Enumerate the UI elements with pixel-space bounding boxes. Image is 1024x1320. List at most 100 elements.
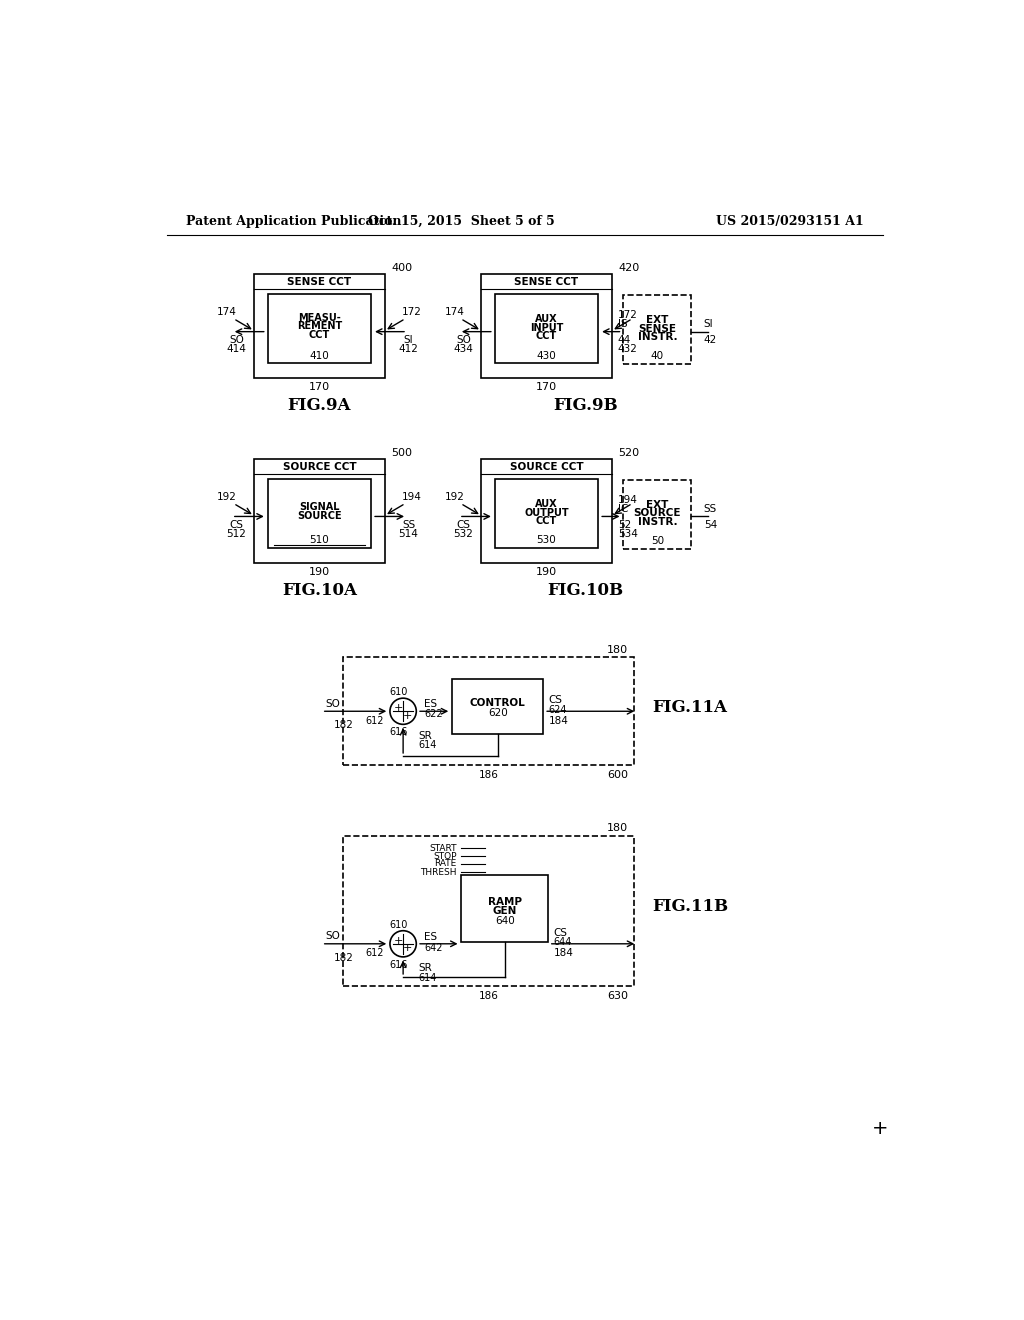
Text: 192: 192	[444, 492, 464, 502]
Text: 614: 614	[419, 741, 437, 750]
Text: 520: 520	[618, 447, 640, 458]
Text: 174: 174	[444, 308, 464, 317]
Text: SO: SO	[456, 335, 471, 345]
Text: SO: SO	[326, 698, 340, 709]
Bar	[267, 294, 372, 363]
Text: +: +	[402, 711, 412, 721]
Text: INSTR.: INSTR.	[638, 333, 677, 342]
Bar	[480, 275, 612, 378]
Text: 54: 54	[703, 520, 717, 529]
Text: 600: 600	[607, 770, 628, 780]
Text: ES: ES	[424, 700, 437, 709]
Text: +: +	[871, 1119, 888, 1138]
Text: 620: 620	[487, 708, 508, 718]
Text: 642: 642	[424, 942, 442, 953]
Text: CCT: CCT	[536, 331, 557, 342]
Bar	[495, 294, 598, 363]
Bar	[343, 836, 634, 986]
Text: 184: 184	[549, 715, 568, 726]
Text: CCT: CCT	[309, 330, 330, 339]
Bar	[254, 459, 385, 562]
Text: 612: 612	[366, 715, 384, 726]
Text: SIGNAL: SIGNAL	[299, 502, 340, 512]
Text: CS: CS	[549, 696, 563, 705]
Text: 414: 414	[226, 345, 247, 354]
Text: 532: 532	[454, 529, 473, 539]
Text: 52: 52	[617, 520, 631, 529]
Text: INPUT: INPUT	[529, 323, 563, 333]
Text: REMENT: REMENT	[297, 321, 342, 331]
Text: AUX: AUX	[536, 499, 558, 510]
Text: 400: 400	[391, 263, 413, 273]
Text: SI: SI	[703, 319, 714, 329]
Text: SOURCE CCT: SOURCE CCT	[283, 462, 356, 473]
Text: SS: SS	[402, 520, 415, 529]
Text: 430: 430	[537, 351, 556, 360]
Text: SENSE CCT: SENSE CCT	[514, 277, 579, 288]
Text: FIG.10B: FIG.10B	[547, 582, 624, 599]
Text: FIG.11A: FIG.11A	[652, 698, 727, 715]
Text: SENSE CCT: SENSE CCT	[288, 277, 351, 288]
Text: 624: 624	[549, 705, 567, 714]
Text: 170: 170	[536, 381, 557, 392]
Text: 512: 512	[226, 529, 247, 539]
Text: +: +	[402, 944, 412, 953]
Text: FIG.9A: FIG.9A	[288, 397, 351, 414]
Text: ES: ES	[424, 932, 437, 942]
Text: 192: 192	[217, 492, 238, 502]
Bar	[480, 459, 612, 562]
Text: SI: SI	[403, 335, 414, 345]
Text: +: +	[394, 704, 403, 713]
Text: +: +	[394, 936, 403, 945]
Text: 612: 612	[366, 948, 384, 958]
Text: 420: 420	[618, 263, 640, 273]
Text: 614: 614	[419, 973, 437, 982]
Text: 510: 510	[309, 536, 330, 545]
Text: MEASU-: MEASU-	[298, 313, 341, 323]
Text: SOURCE: SOURCE	[297, 511, 342, 521]
Text: 42: 42	[703, 335, 717, 345]
Text: 174: 174	[217, 308, 238, 317]
Text: 44: 44	[617, 335, 631, 345]
Text: FIG.9B: FIG.9B	[553, 397, 617, 414]
Text: 432: 432	[617, 345, 638, 354]
Text: 190: 190	[536, 566, 557, 577]
Text: Patent Application Publication: Patent Application Publication	[186, 215, 401, 228]
Text: CCT: CCT	[536, 516, 557, 527]
Text: 610: 610	[389, 920, 408, 929]
Text: 500: 500	[391, 447, 413, 458]
Text: SR: SR	[419, 964, 432, 973]
Text: 514: 514	[398, 529, 419, 539]
Bar	[452, 678, 544, 734]
Text: 616: 616	[389, 960, 408, 970]
Bar	[624, 296, 691, 364]
Text: SOURCE CCT: SOURCE CCT	[510, 462, 584, 473]
Text: 434: 434	[454, 345, 473, 354]
Bar	[624, 480, 691, 549]
Text: 184: 184	[554, 948, 573, 958]
Text: OUTPUT: OUTPUT	[524, 508, 568, 517]
Text: 172: 172	[401, 308, 422, 317]
Text: CONTROL: CONTROL	[470, 698, 525, 708]
Text: 180: 180	[607, 824, 628, 833]
Text: RAMP: RAMP	[487, 898, 521, 907]
Text: 610: 610	[389, 686, 408, 697]
Text: FIG.11B: FIG.11B	[652, 899, 728, 915]
Text: 412: 412	[398, 345, 419, 354]
Text: 622: 622	[424, 709, 442, 718]
Text: SS: SS	[703, 504, 717, 513]
Bar	[254, 275, 385, 378]
Text: SO: SO	[229, 335, 244, 345]
Text: RATE: RATE	[434, 859, 457, 869]
Text: 186: 186	[478, 770, 499, 780]
Bar	[495, 479, 598, 548]
Text: START: START	[429, 843, 457, 853]
Text: 172: 172	[617, 310, 638, 321]
Text: SOURCE: SOURCE	[634, 508, 681, 519]
Text: CS: CS	[229, 520, 244, 529]
Text: 534: 534	[617, 529, 638, 539]
Text: 194: 194	[617, 495, 638, 506]
Text: SO: SO	[326, 931, 340, 941]
Text: CS: CS	[457, 520, 471, 529]
Text: 50: 50	[651, 536, 664, 546]
